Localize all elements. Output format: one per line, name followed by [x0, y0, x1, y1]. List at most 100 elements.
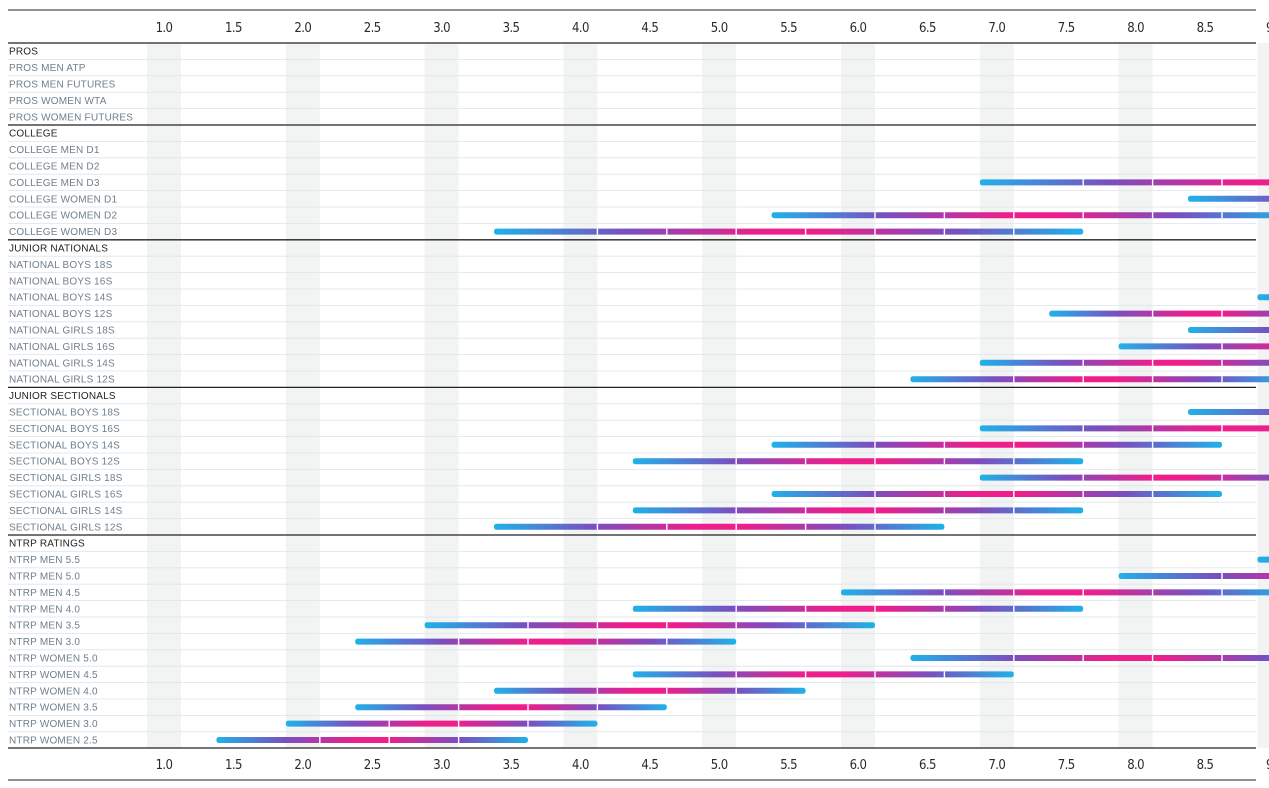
range-bar — [1257, 294, 1269, 301]
column-band — [702, 43, 737, 748]
range-bar — [979, 179, 1269, 186]
row-label: NTRP WOMEN 2.5 — [9, 736, 98, 747]
column-band — [285, 43, 320, 748]
row-label: SECTIONAL GIRLS 14S — [9, 506, 123, 517]
row-label: NTRP WOMEN 3.5 — [9, 703, 98, 714]
row-label: COLLEGE MEN D2 — [9, 162, 100, 173]
row-label: NATIONAL BOYS 16S — [9, 276, 113, 287]
x-tick-label-top: 6.0 — [850, 21, 867, 36]
row-label: SECTIONAL BOYS 18S — [9, 408, 120, 419]
x-tick-label-bottom: 4.5 — [641, 758, 658, 773]
range-bar — [1049, 310, 1269, 317]
range-bar — [494, 687, 806, 694]
range-bar — [1188, 195, 1269, 202]
range-bar — [771, 212, 1269, 219]
group-label: PROS — [9, 47, 38, 58]
row-label: SECTIONAL BOYS 14S — [9, 440, 120, 451]
row-label: NTRP MEN 4.5 — [9, 588, 80, 599]
row-label: NATIONAL GIRLS 12S — [9, 375, 115, 386]
row-label: NATIONAL GIRLS 18S — [9, 326, 115, 337]
row-label: NATIONAL GIRLS 16S — [9, 342, 115, 353]
row-label: NTRP WOMEN 3.0 — [9, 719, 98, 730]
x-tick-label-top: 2.0 — [294, 21, 311, 36]
range-bar — [979, 359, 1269, 366]
row-label: NATIONAL BOYS 18S — [9, 260, 113, 271]
range-bar — [1188, 327, 1269, 333]
x-tick-label-top: 9.0 — [1266, 21, 1269, 36]
x-tick-label-bottom: 6.0 — [850, 758, 867, 773]
row-label: NATIONAL BOYS 14S — [9, 293, 113, 304]
column-band — [1118, 43, 1153, 748]
row-label: SECTIONAL GIRLS 16S — [9, 490, 123, 501]
row-label: NTRP WOMEN 5.0 — [9, 654, 98, 665]
range-bar — [1118, 573, 1269, 579]
row-label: NTRP WOMEN 4.0 — [9, 686, 98, 697]
range-bar — [771, 441, 1222, 448]
x-tick-label-bottom: 1.5 — [225, 758, 242, 773]
x-tick-label-bottom: 6.5 — [919, 758, 936, 773]
x-tick-label-top: 1.0 — [156, 21, 173, 36]
row-label: NATIONAL BOYS 12S — [9, 309, 113, 320]
x-tick-label-bottom: 5.5 — [780, 758, 797, 773]
range-bar — [1118, 343, 1269, 350]
range-bar — [1188, 409, 1269, 415]
range-bar — [841, 589, 1269, 596]
range-bar — [979, 474, 1269, 481]
range-bar — [424, 622, 875, 629]
x-tick-label-bottom: 3.0 — [433, 758, 450, 773]
row-label: NTRP MEN 3.5 — [9, 621, 80, 632]
x-tick-label-bottom: 8.0 — [1127, 758, 1144, 773]
row-label: NATIONAL GIRLS 14S — [9, 358, 115, 369]
x-tick-label-top: 8.0 — [1127, 21, 1144, 36]
range-bar — [632, 507, 1084, 514]
x-tick-label-bottom: 8.5 — [1197, 758, 1214, 773]
row-label: SECTIONAL GIRLS 18S — [9, 473, 123, 484]
range-bar — [979, 425, 1269, 432]
range-bar — [355, 704, 667, 711]
range-bar — [355, 638, 737, 645]
x-tick-label-bottom: 1.0 — [156, 758, 173, 773]
row-label: NTRP MEN 3.0 — [9, 637, 80, 648]
range-bar — [910, 376, 1269, 383]
x-tick-label-bottom: 5.0 — [711, 758, 728, 773]
column-band — [563, 43, 598, 748]
row-label: COLLEGE MEN D1 — [9, 145, 100, 156]
row-gridlines — [8, 59, 1256, 733]
range-bar — [285, 720, 598, 727]
x-tick-label-top: 4.0 — [572, 21, 589, 36]
x-tick-label-top: 3.5 — [503, 21, 520, 36]
x-tick-label-top: 1.5 — [225, 21, 242, 36]
row-label: SECTIONAL GIRLS 12S — [9, 522, 123, 533]
x-tick-label-top: 7.5 — [1058, 21, 1075, 36]
x-tick-label-bottom: 7.5 — [1058, 758, 1075, 773]
row-label: PROS MEN ATP — [9, 63, 86, 74]
group-label: JUNIOR SECTIONALS — [9, 391, 116, 402]
x-tick-label-top: 5.5 — [780, 21, 797, 36]
row-label: SECTIONAL BOYS 12S — [9, 457, 120, 468]
range-bar — [494, 228, 1084, 235]
group-label: COLLEGE — [9, 129, 58, 140]
column-band — [1257, 43, 1269, 748]
range-bars — [216, 179, 1269, 743]
x-tick-label-bottom: 3.5 — [503, 758, 520, 773]
row-label: PROS WOMEN WTA — [9, 96, 107, 107]
x-tick-label-top: 5.0 — [711, 21, 728, 36]
x-tick-label-bottom: 2.5 — [364, 758, 381, 773]
group-label: NTRP RATINGS — [9, 539, 85, 550]
x-tick-label-top: 3.0 — [433, 21, 450, 36]
x-tick-label-bottom: 7.0 — [988, 758, 1005, 773]
row-label: SECTIONAL BOYS 16S — [9, 424, 120, 435]
row-label: COLLEGE MEN D3 — [9, 178, 100, 189]
range-bar — [216, 737, 528, 743]
x-tick-label-top: 8.5 — [1197, 21, 1214, 36]
column-band — [424, 43, 459, 748]
column-band — [841, 43, 875, 748]
range-bar — [632, 458, 1084, 465]
range-bar — [1257, 556, 1269, 563]
range-bar — [494, 523, 945, 530]
x-tick-label-top: 4.5 — [641, 21, 658, 36]
x-tick-label-bottom: 4.0 — [572, 758, 589, 773]
row-label: NTRP MEN 4.0 — [9, 604, 80, 615]
row-label: COLLEGE WOMEN D3 — [9, 227, 117, 238]
